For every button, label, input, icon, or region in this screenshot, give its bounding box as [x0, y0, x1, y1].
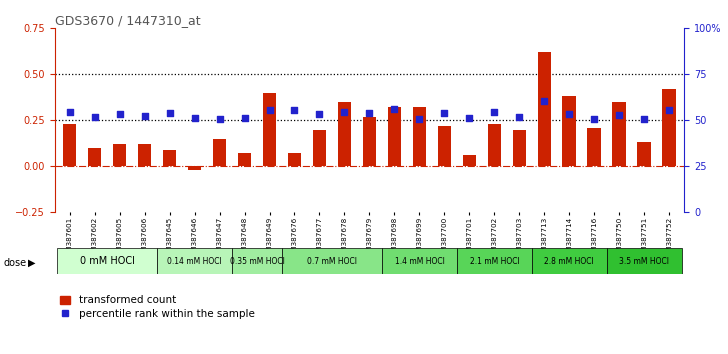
Point [139, 113, 151, 119]
Bar [587, 128, 601, 166]
Point [539, 98, 550, 104]
Text: 0 mM HOCl: 0 mM HOCl [79, 256, 135, 266]
Point [488, 109, 500, 115]
Bar [288, 154, 301, 166]
Bar [612, 102, 626, 166]
Point [89, 114, 100, 120]
Text: 2.8 mM HOCl: 2.8 mM HOCl [545, 257, 594, 266]
Point [189, 115, 200, 120]
Point [663, 107, 675, 113]
Text: 0.14 mM HOCl: 0.14 mM HOCl [167, 257, 222, 266]
Point [513, 114, 525, 120]
Bar [188, 166, 202, 170]
Bar [263, 93, 277, 166]
Text: 0.35 mM HOCl: 0.35 mM HOCl [229, 257, 285, 266]
Bar [413, 108, 427, 166]
Point [164, 110, 175, 116]
Point [214, 116, 226, 121]
Bar [488, 124, 502, 166]
Bar [213, 139, 226, 166]
Bar [537, 52, 551, 166]
Point [389, 107, 400, 112]
Text: ▶: ▶ [28, 258, 35, 268]
Bar [363, 117, 376, 166]
Point [438, 110, 450, 116]
Text: 1.4 mM HOCl: 1.4 mM HOCl [395, 257, 444, 266]
Bar [563, 96, 577, 166]
Bar [438, 126, 451, 166]
Bar [382, 248, 457, 274]
Bar [457, 248, 532, 274]
Point [339, 109, 350, 115]
Bar [157, 248, 232, 274]
Bar [532, 248, 607, 274]
Text: 3.5 mM HOCl: 3.5 mM HOCl [620, 257, 669, 266]
Point [314, 111, 325, 117]
Bar [282, 248, 382, 274]
Bar [638, 142, 652, 166]
Bar [87, 148, 101, 166]
Point [563, 111, 575, 117]
Bar [513, 130, 526, 166]
Bar [662, 89, 676, 166]
Point [64, 109, 76, 115]
Bar [607, 248, 682, 274]
Bar [113, 144, 127, 166]
Point [638, 116, 650, 122]
Point [414, 116, 425, 121]
Point [588, 116, 600, 121]
Bar [312, 130, 326, 166]
Bar [462, 155, 476, 166]
Bar [162, 150, 176, 166]
Point [264, 107, 275, 113]
Text: dose: dose [4, 258, 27, 268]
Bar [232, 248, 282, 274]
Point [464, 115, 475, 120]
Legend: transformed count, percentile rank within the sample: transformed count, percentile rank withi… [60, 296, 254, 319]
Point [114, 111, 125, 117]
Text: 0.7 mM HOCl: 0.7 mM HOCl [307, 257, 357, 266]
Bar [387, 108, 401, 166]
Point [239, 115, 250, 120]
Bar [63, 124, 76, 166]
Bar [338, 102, 352, 166]
Text: GDS3670 / 1447310_at: GDS3670 / 1447310_at [55, 14, 200, 27]
Bar [57, 248, 157, 274]
Bar [237, 154, 251, 166]
Text: 2.1 mM HOCl: 2.1 mM HOCl [470, 257, 519, 266]
Bar [138, 144, 151, 166]
Point [289, 107, 301, 113]
Point [363, 110, 376, 116]
Point [614, 112, 625, 118]
